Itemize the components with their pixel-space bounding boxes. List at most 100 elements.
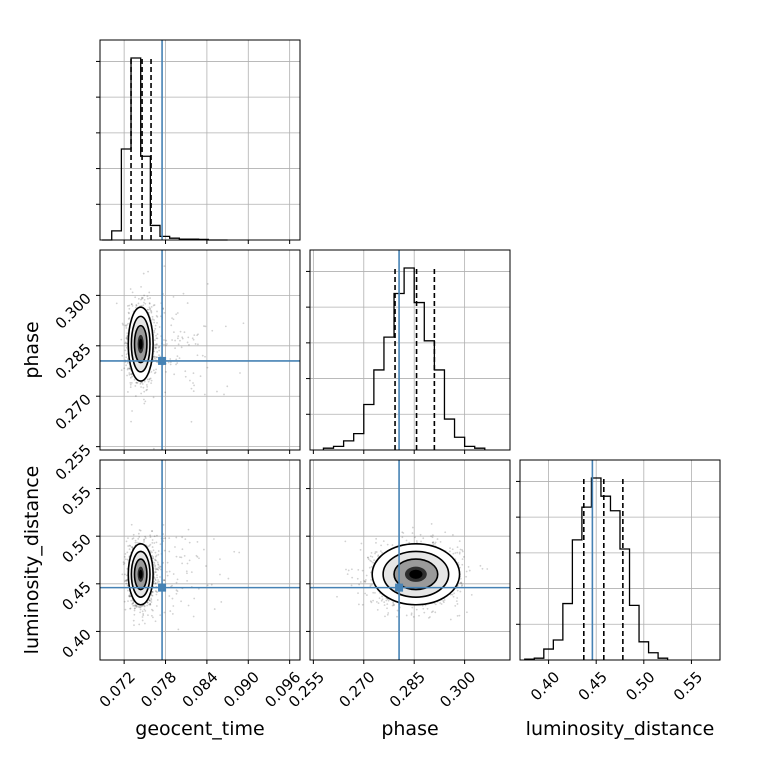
scatter-point <box>123 580 126 583</box>
scatter-point <box>132 619 135 622</box>
hist-bar <box>112 231 122 240</box>
scatter-point <box>153 356 155 358</box>
scatter-point <box>386 607 388 610</box>
scatter-point <box>456 589 459 592</box>
scatter-point <box>146 601 149 604</box>
scatter-point <box>165 371 167 373</box>
hist-bar <box>553 640 563 660</box>
scatter-point <box>127 545 130 547</box>
hist-bar <box>630 605 640 660</box>
scatter-point <box>176 337 179 340</box>
scatter-point <box>140 605 143 608</box>
hist-bar <box>344 441 354 450</box>
x-axis-label-phase: phase <box>381 718 438 740</box>
scatter-point <box>124 342 126 345</box>
scatter-point <box>455 600 458 603</box>
scatter-point <box>154 568 157 571</box>
scatter-point <box>392 601 394 604</box>
scatter-point <box>150 597 153 600</box>
hist-bar <box>424 341 434 450</box>
scatter-point <box>150 379 153 382</box>
x-tick-label-luminosity_distance: 0.45 <box>575 668 611 704</box>
scatter-point <box>456 546 459 549</box>
scatter-point <box>396 609 399 612</box>
scatter-point <box>351 576 354 579</box>
scatter-point <box>162 523 165 526</box>
scatter-point <box>149 550 152 553</box>
scatter-point <box>155 559 158 562</box>
scatter-point <box>411 526 414 529</box>
scatter-point <box>153 535 156 538</box>
scatter-point <box>427 616 430 619</box>
scatter-point <box>369 559 372 562</box>
y-tick-label-phase: 0.285 <box>52 340 95 383</box>
scatter-point <box>206 282 209 285</box>
scatter-point <box>147 380 150 383</box>
scatter-point <box>166 574 169 577</box>
scatter-point <box>148 378 151 381</box>
scatter-point <box>171 317 173 320</box>
scatter-point <box>146 385 149 388</box>
scatter-point <box>125 346 128 349</box>
y-tick-label-luminosity_distance: 0.40 <box>58 626 94 662</box>
scatter-point <box>151 594 154 597</box>
scatter-point <box>136 382 139 384</box>
scatter-point <box>151 539 154 541</box>
scatter-point <box>419 533 422 536</box>
scatter-point <box>149 603 152 606</box>
scatter-point <box>459 548 462 551</box>
panel-frame <box>519 459 721 661</box>
scatter-point <box>414 536 416 539</box>
scatter-point <box>154 371 157 374</box>
scatter-point <box>144 609 147 612</box>
scatter-point <box>130 599 133 602</box>
hist-step-line <box>524 477 669 660</box>
scatter-point <box>376 608 379 611</box>
scatter-point <box>369 600 372 603</box>
scatter-point <box>127 537 129 540</box>
scatter-point <box>462 556 465 558</box>
scatter-point <box>148 302 151 304</box>
scatter-point <box>373 559 375 562</box>
scatter-point <box>159 565 162 568</box>
scatter-point <box>142 304 145 307</box>
scatter-point <box>141 610 144 613</box>
scatter-point <box>175 592 178 595</box>
scatter-point <box>124 349 127 352</box>
hist-bar <box>131 58 141 240</box>
scatter-point <box>203 325 205 327</box>
scatter-point <box>219 573 221 576</box>
scatter-point <box>150 608 153 611</box>
scatter-point <box>227 577 230 580</box>
scatter-point <box>181 548 184 551</box>
scatter-point <box>365 574 368 577</box>
scatter-point <box>193 384 195 387</box>
scatter-point <box>183 554 186 557</box>
scatter-point <box>115 302 118 305</box>
scatter-point <box>163 579 165 582</box>
scatter-point <box>143 299 146 301</box>
y-tick-label-phase: 0.270 <box>52 390 95 433</box>
scatter-point <box>171 584 173 587</box>
scatter-point <box>375 537 378 540</box>
scatter-point <box>120 369 123 372</box>
scatter-point <box>154 590 157 592</box>
scatter-point <box>170 324 173 327</box>
scatter-point <box>451 548 454 551</box>
scatter-point <box>345 568 347 571</box>
scatter-point <box>149 309 152 312</box>
scatter-point <box>149 377 152 380</box>
scatter-point <box>158 565 161 568</box>
scatter-point <box>369 584 372 587</box>
scatter-point <box>412 616 415 618</box>
scatter-point <box>154 327 157 330</box>
y-tick-label-luminosity_distance: 0.45 <box>58 578 94 614</box>
scatter-point <box>159 614 162 617</box>
scatter-point <box>128 317 131 320</box>
scatter-point <box>147 297 149 300</box>
scatter-point <box>420 540 422 543</box>
plot-area <box>310 460 510 660</box>
scatter-point <box>150 305 153 308</box>
hist-bar <box>374 370 384 450</box>
scatter-point <box>146 295 149 298</box>
